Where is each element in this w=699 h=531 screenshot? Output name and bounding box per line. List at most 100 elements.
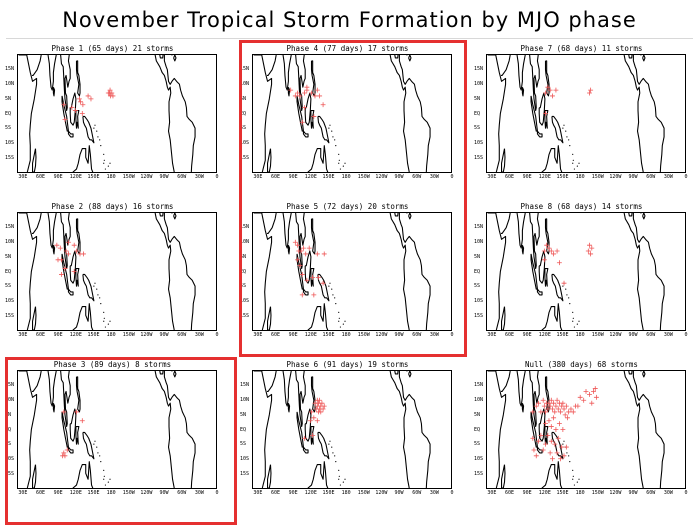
lat-tick-label: 15N: [240, 381, 250, 388]
lat-tick-label: EQ: [5, 426, 12, 433]
hispaniola-coast: [642, 371, 646, 378]
australia-coast: [541, 145, 563, 172]
storm-marker: [593, 394, 599, 400]
lon-tick-label: 150E: [322, 174, 335, 180]
indochina-coast: [529, 371, 540, 428]
storm-marker: [85, 93, 91, 99]
lon-tick-label: 120W: [375, 174, 388, 180]
storm-marker: [554, 397, 560, 403]
storm-marker: [321, 251, 327, 257]
island-dot: [100, 461, 102, 463]
lon-tick-label: 60W: [646, 174, 656, 180]
lon-tick-label: 0: [684, 332, 688, 338]
storm-marker: [558, 456, 564, 462]
island-dot: [339, 326, 341, 328]
sumatra-coast: [296, 95, 304, 132]
storm-marker: [540, 447, 546, 453]
island-dot: [94, 440, 96, 442]
arabia-coast: [500, 55, 511, 76]
india-coast: [280, 55, 292, 91]
map-canvas: [18, 371, 196, 488]
java-coast: [536, 288, 543, 296]
map-canvas: [18, 213, 196, 330]
island-dot: [332, 294, 334, 296]
lon-tick-label: 120W: [609, 174, 622, 180]
island-dot: [103, 478, 105, 480]
map-panel-p1: Phase 1 (65 days) 21 storms 15N 10N 5N EQ 5S 1…: [5, 44, 220, 182]
lat-tick-label: 10S: [240, 140, 250, 147]
lon-tick-label: 30E: [487, 332, 497, 338]
lon-tick-label: 90E: [522, 174, 532, 180]
lon-tick-label: 30W: [663, 174, 673, 180]
island-dot: [103, 159, 105, 161]
island-dot: [338, 475, 340, 477]
lon-tick-label: 90W: [394, 174, 404, 180]
australia-coast: [541, 303, 563, 330]
island-dot: [109, 478, 111, 480]
island-dot: [107, 481, 109, 483]
arabia-coast: [31, 55, 42, 76]
australia-coast: [541, 461, 563, 488]
lon-tick-label: 90E: [522, 490, 532, 496]
lat-tick-label: 15N: [240, 223, 250, 230]
lon-tick-label: 90W: [628, 490, 638, 496]
borneo-coast: [69, 408, 77, 442]
lon-tick-label: 180: [341, 174, 351, 180]
island-dot: [563, 124, 565, 126]
lat-tick-label: 10S: [240, 298, 250, 305]
storm-marker: [566, 409, 572, 415]
island-dot: [334, 297, 336, 299]
storm-marker: [575, 403, 581, 409]
island-dot: [342, 323, 344, 325]
map-panel-p8: Phase 8 (68 days) 14 storms 15N 10N 5N EQ 5S 1…: [474, 202, 689, 340]
lat-tick-label: 15S: [474, 313, 484, 320]
map-panel-p3: Phase 3 (89 days) 8 storms 15N 10N 5N EQ 5S 10…: [5, 360, 220, 498]
lon-tick-label: 60E: [36, 490, 46, 496]
storm-marker: [541, 403, 547, 409]
philippines-coast: [75, 376, 81, 413]
sulawesi-coast: [544, 268, 549, 287]
island-dot: [568, 139, 570, 141]
lon-tick-label: 120W: [375, 332, 388, 338]
sulawesi-coast: [75, 110, 80, 129]
island-dot: [573, 326, 575, 328]
sumatra-coast: [530, 95, 538, 132]
newguinea-coast: [317, 115, 330, 144]
storm-marker: [548, 248, 554, 254]
lon-tick-label: 120W: [140, 490, 153, 496]
storm-marker: [543, 90, 548, 96]
lat-tick-label: 10N: [474, 396, 484, 403]
lon-tick-label: 150W: [591, 332, 604, 338]
sumatra-coast: [296, 411, 304, 448]
india-coast: [514, 371, 526, 407]
lon-tick-label: 90W: [159, 332, 169, 338]
india-coast: [514, 213, 526, 249]
srilanka-coast: [287, 86, 291, 97]
map-canvas: [253, 55, 431, 172]
lat-tick-label: EQ: [474, 426, 481, 433]
island-dot: [97, 452, 99, 454]
lon-tick-label: 90E: [53, 174, 63, 180]
island-dot: [332, 452, 334, 454]
island-dot: [334, 139, 336, 141]
lon-tick-label: 30E: [253, 174, 263, 180]
indochina-coast: [60, 371, 71, 428]
storm-marker: [546, 418, 552, 424]
island-dot: [562, 285, 564, 287]
storm-marker: [65, 239, 71, 245]
java-coast: [302, 288, 309, 296]
lon-tick-label: 60W: [177, 174, 187, 180]
lon-tick-label: 180: [106, 174, 116, 180]
gulf-coast: [394, 213, 431, 330]
lat-tick-label: 10S: [474, 298, 484, 305]
madagascar-coast: [32, 148, 37, 172]
lon-tick-label: 120W: [140, 174, 153, 180]
island-dot: [100, 303, 102, 305]
madagascar-coast: [32, 464, 37, 488]
lon-tick-label: 60E: [271, 174, 281, 180]
storm-marker: [320, 102, 326, 108]
newguinea-coast: [551, 273, 564, 302]
australia-coast: [307, 461, 329, 488]
mexico-coast: [154, 371, 175, 488]
arabia-coast: [266, 55, 277, 76]
